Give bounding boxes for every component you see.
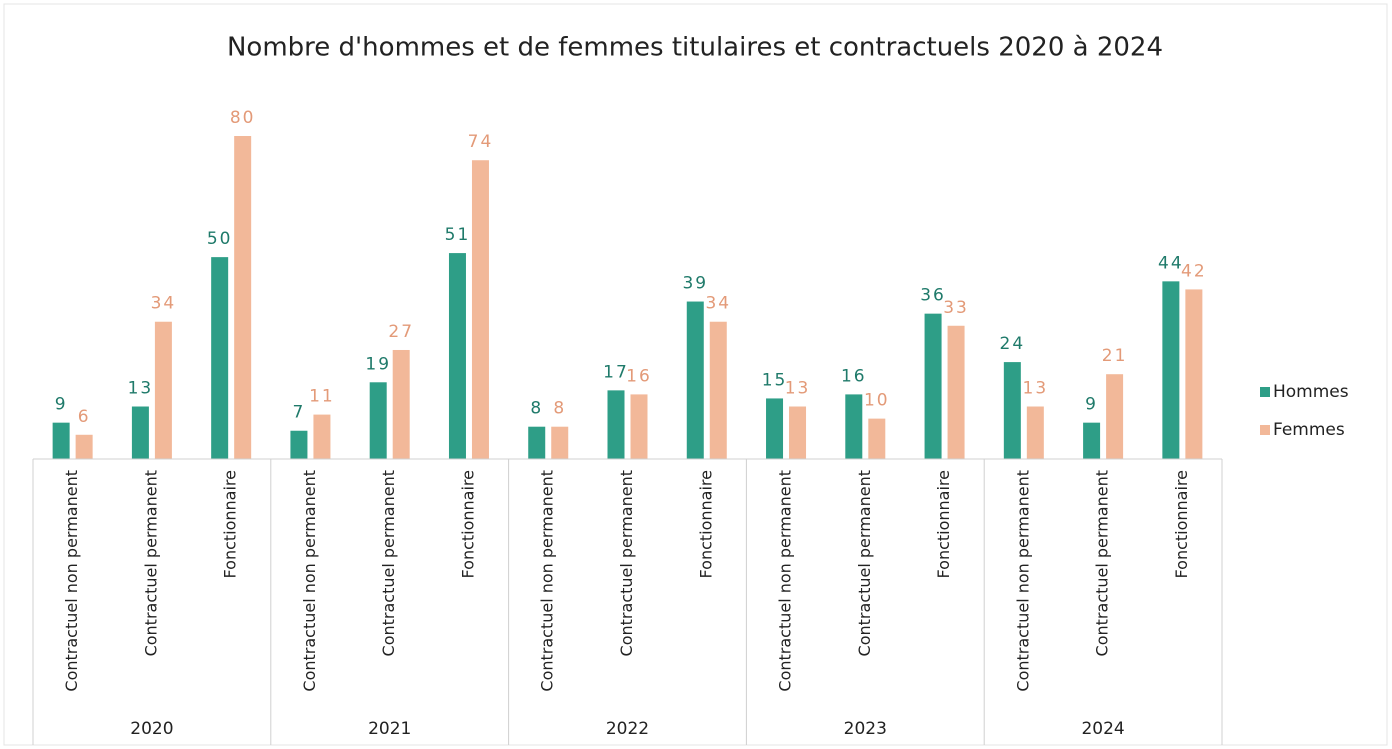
x-tick-label: Contractuel non permanent xyxy=(62,470,81,692)
group-label: 2020 xyxy=(130,719,173,739)
bar xyxy=(290,430,308,459)
bar xyxy=(709,321,727,459)
data-label: 15 xyxy=(762,370,788,390)
data-label: 50 xyxy=(207,229,233,249)
data-label: 80 xyxy=(230,108,256,128)
x-tick-label: Contractuel permanent xyxy=(141,470,160,656)
data-label: 51 xyxy=(445,225,471,245)
legend-swatch xyxy=(1260,387,1270,397)
x-tick-label: Contractuel non permanent xyxy=(1013,470,1032,692)
bar xyxy=(607,390,625,459)
bar xyxy=(1003,362,1021,459)
data-label: 13 xyxy=(785,379,811,399)
x-tick-label: Fonctionnaire xyxy=(696,470,715,578)
data-label: 42 xyxy=(1181,261,1207,281)
data-label: 9 xyxy=(1085,395,1098,415)
bar xyxy=(947,325,965,459)
x-tick-label: Contractuel permanent xyxy=(617,470,636,656)
x-tick-label: Contractuel non permanent xyxy=(538,470,557,692)
bar xyxy=(369,382,387,459)
legend-label: Femmes xyxy=(1273,420,1345,440)
bar xyxy=(154,321,172,459)
x-tick-label: Contractuel non permanent xyxy=(776,470,795,692)
data-label: 11 xyxy=(309,387,335,407)
data-label: 6 xyxy=(78,407,91,427)
data-label: 27 xyxy=(388,322,414,342)
data-label: 34 xyxy=(705,294,731,314)
bar xyxy=(1162,281,1180,459)
bar xyxy=(789,406,807,459)
group-label: 2021 xyxy=(368,719,411,739)
bar xyxy=(234,136,252,459)
bar xyxy=(630,394,648,459)
data-label: 34 xyxy=(151,294,177,314)
data-label: 13 xyxy=(128,379,154,399)
bar xyxy=(686,301,704,459)
data-label: 74 xyxy=(468,132,494,152)
group-label: 2024 xyxy=(1081,719,1124,739)
bar xyxy=(52,422,70,459)
data-label: 36 xyxy=(920,286,946,306)
group-label: 2022 xyxy=(606,719,649,739)
data-label: 7 xyxy=(293,403,306,423)
bar xyxy=(471,160,489,459)
data-label: 10 xyxy=(864,391,890,411)
data-label: 44 xyxy=(1158,253,1184,273)
bar xyxy=(1083,422,1101,459)
legend-label: Hommes xyxy=(1273,382,1349,402)
bar xyxy=(1106,374,1124,459)
data-label: 16 xyxy=(841,366,867,386)
bar xyxy=(528,426,546,459)
x-tick-label: Fonctionnaire xyxy=(1172,470,1191,578)
data-label: 39 xyxy=(682,274,708,294)
chart-title: Nombre d'hommes et de femmes titulaires … xyxy=(227,33,1163,63)
data-label: 17 xyxy=(603,362,629,382)
bar xyxy=(131,406,149,459)
bar xyxy=(211,257,229,459)
bar xyxy=(392,349,410,459)
bar xyxy=(868,418,886,459)
bar xyxy=(1185,289,1203,459)
data-label: 8 xyxy=(530,399,543,419)
legend-swatch xyxy=(1260,425,1270,435)
x-tick-label: Contractuel non permanent xyxy=(300,470,319,692)
data-label: 9 xyxy=(55,395,68,415)
bar xyxy=(313,414,331,459)
data-label: 16 xyxy=(626,366,652,386)
data-label: 24 xyxy=(1000,334,1026,354)
data-label: 19 xyxy=(365,354,391,374)
data-label: 13 xyxy=(1023,379,1049,399)
bar xyxy=(766,398,784,459)
bar xyxy=(448,253,466,459)
x-tick-label: Fonctionnaire xyxy=(934,470,953,578)
x-tick-label: Contractuel permanent xyxy=(855,470,874,656)
bar xyxy=(924,313,942,459)
data-label: 8 xyxy=(553,399,566,419)
x-tick-label: Fonctionnaire xyxy=(458,470,477,578)
bar xyxy=(845,394,863,459)
x-tick-label: Contractuel permanent xyxy=(1093,470,1112,656)
bar xyxy=(551,426,569,459)
data-label: 33 xyxy=(943,298,969,318)
x-tick-label: Fonctionnaire xyxy=(221,470,240,578)
group-label: 2023 xyxy=(844,719,887,739)
bar xyxy=(75,434,93,459)
x-tick-label: Contractuel permanent xyxy=(379,470,398,656)
bar xyxy=(1026,406,1044,459)
data-label: 21 xyxy=(1102,346,1128,366)
